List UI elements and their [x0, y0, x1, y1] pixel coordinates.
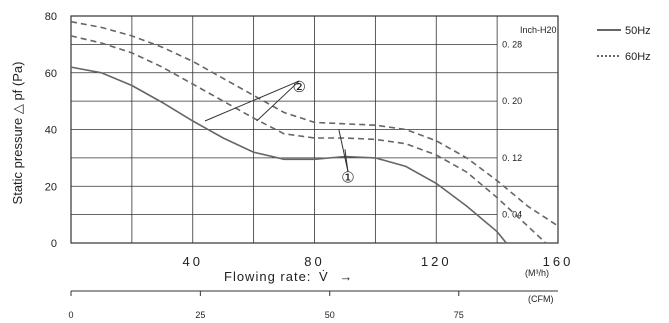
- legend-label-60hz: 60Hz: [625, 51, 651, 63]
- series-line-60hz-lower: [70, 35, 547, 244]
- inch-tick-label: 0. 12: [502, 153, 522, 163]
- x-tick-label: 160: [543, 254, 574, 269]
- series-line-50hz: [70, 66, 507, 244]
- x2-tick-label: 25: [195, 310, 205, 320]
- y-tick-label: 80: [45, 11, 57, 23]
- x2-unit-label: (CFM): [528, 294, 554, 304]
- x-tick-label: 80: [304, 254, 324, 269]
- x-unit-label: (M³/h): [525, 268, 549, 278]
- annotation-marker: ②: [293, 78, 306, 96]
- x2-tick-label: 50: [325, 310, 335, 320]
- annotation-pointer: [256, 80, 300, 122]
- x-axis-label: Flowing rate: V̇ →: [224, 269, 353, 284]
- y-tick-label: 60: [45, 68, 57, 80]
- x2-tick-label: 75: [454, 310, 464, 320]
- series-lines: [70, 20, 559, 244]
- inch-axis-label: Inch-H20: [520, 25, 557, 35]
- annotations: ①②: [204, 78, 355, 187]
- x-tick-label: 120: [421, 254, 452, 269]
- y-tick-label: 0: [51, 238, 57, 250]
- inch-reference-lines: 0. 28 0. 20 0. 12 0. 04: [71, 39, 522, 220]
- annotation-pointer: [344, 149, 349, 172]
- x-axis-arrow: →: [339, 269, 353, 284]
- series-line-60hz: [70, 20, 559, 227]
- inch-tick-label: 0. 04: [502, 210, 522, 220]
- legend: 50Hz 60Hz: [597, 25, 651, 63]
- annotation-pointer: [338, 129, 349, 172]
- inch-tick-label: 0. 20: [502, 96, 522, 106]
- annotation-marker: ①: [341, 169, 354, 187]
- x-axis-label-symbol: V̇: [319, 269, 329, 284]
- inch-tick-label: 0. 28: [502, 39, 522, 49]
- x2-tick-label: 0: [68, 310, 73, 320]
- grid: [70, 15, 559, 244]
- annotation-pointer: [204, 80, 300, 122]
- x-tick-label: 40: [183, 254, 203, 269]
- y-axis-label: Static pressure △ pf (Pa): [10, 62, 25, 205]
- y-tick-label: 20: [45, 181, 57, 193]
- tick-labels: 0 20 40 60 80 40 80 120 160 0 25 50 75: [45, 11, 574, 320]
- y-tick-label: 40: [45, 125, 57, 137]
- legend-label-50hz: 50Hz: [625, 25, 651, 37]
- x-axis-label-text: Flowing rate:: [224, 269, 311, 284]
